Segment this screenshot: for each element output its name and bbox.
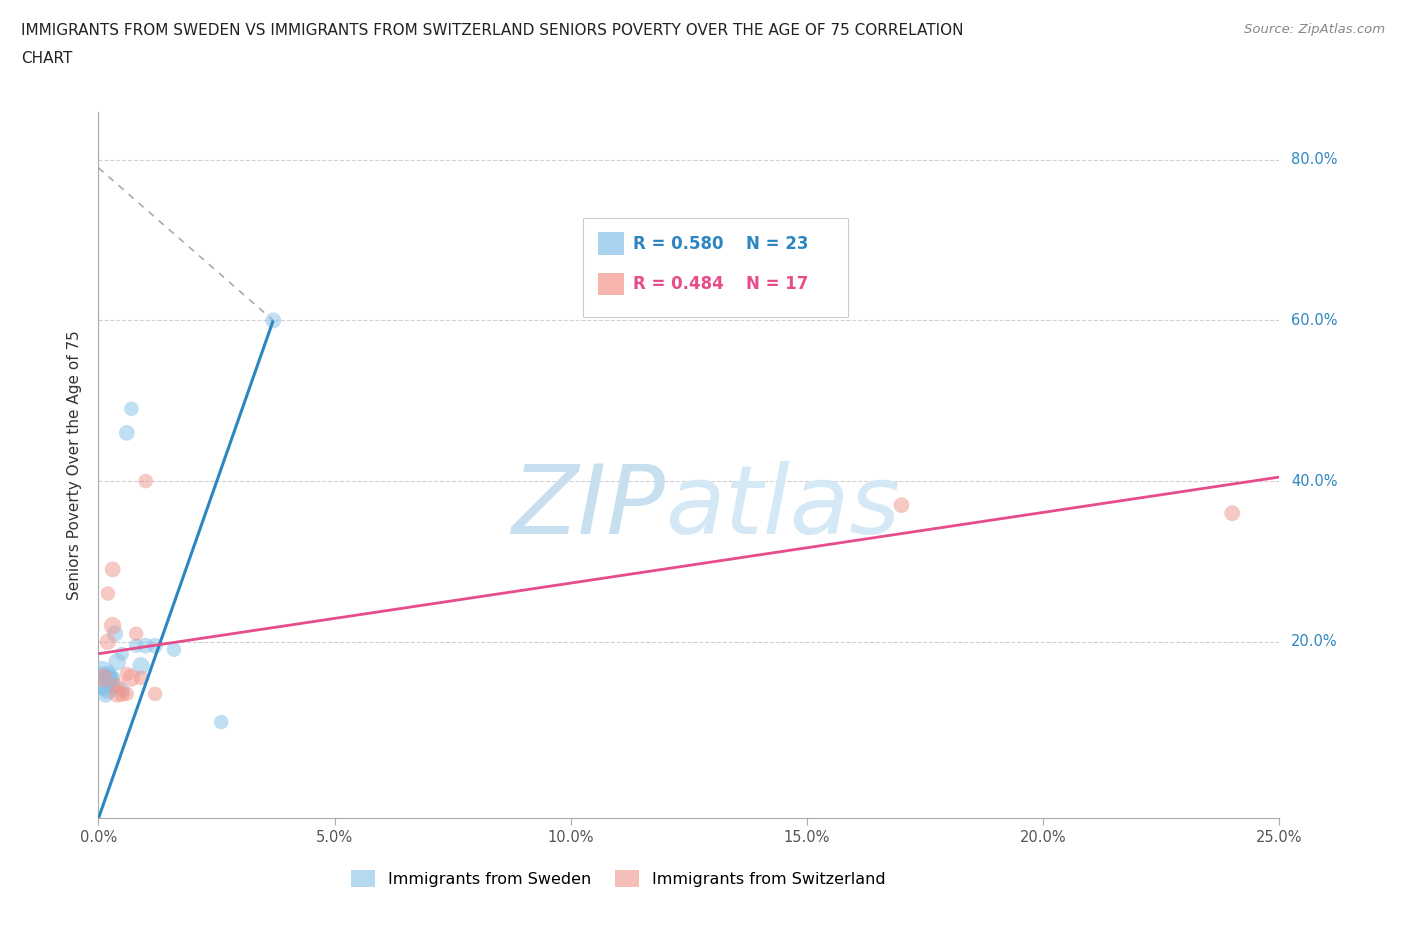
Text: R = 0.580: R = 0.580: [634, 234, 724, 253]
Point: [101, 679, 124, 694]
Point: [94, 686, 117, 701]
Y-axis label: Seniors Poverty Over the Age of 75: Seniors Poverty Over the Age of 75: [67, 330, 83, 600]
Point: [98, 671, 121, 685]
Text: IMMIGRANTS FROM SWEDEN VS IMMIGRANTS FROM SWITZERLAND SENIORS POVERTY OVER THE A: IMMIGRANTS FROM SWEDEN VS IMMIGRANTS FRO…: [21, 23, 963, 38]
Point: [91, 668, 114, 683]
Text: 20.0%: 20.0%: [1291, 634, 1339, 649]
Text: R = 0.484: R = 0.484: [634, 275, 724, 293]
Point: [115, 686, 138, 701]
Bar: [598, 272, 624, 296]
Text: CHART: CHART: [21, 51, 73, 66]
Point: [163, 643, 186, 658]
Point: [97, 667, 120, 682]
Point: [111, 683, 134, 698]
Point: [121, 402, 143, 417]
Point: [890, 498, 912, 512]
Text: ZIP: ZIP: [512, 461, 665, 554]
Text: N = 17: N = 17: [745, 275, 808, 293]
Legend: Immigrants from Sweden, Immigrants from Switzerland: Immigrants from Sweden, Immigrants from …: [346, 866, 890, 892]
Point: [143, 686, 166, 701]
Point: [97, 683, 120, 698]
Point: [125, 626, 148, 641]
Point: [105, 655, 128, 670]
Point: [105, 679, 128, 694]
Text: 40.0%: 40.0%: [1291, 473, 1337, 488]
Point: [135, 638, 157, 653]
Point: [143, 638, 166, 653]
Text: Source: ZipAtlas.com: Source: ZipAtlas.com: [1244, 23, 1385, 36]
Point: [115, 425, 138, 440]
Point: [101, 671, 124, 685]
Point: [101, 618, 124, 633]
Point: [262, 313, 284, 328]
Point: [121, 671, 143, 685]
Text: N = 23: N = 23: [745, 234, 808, 253]
Point: [129, 658, 152, 673]
Point: [91, 671, 114, 685]
Point: [101, 562, 124, 577]
Point: [115, 667, 138, 682]
Text: atlas: atlas: [665, 461, 900, 554]
Point: [209, 714, 232, 729]
FancyBboxPatch shape: [582, 218, 848, 316]
Text: 60.0%: 60.0%: [1291, 312, 1337, 328]
Text: 80.0%: 80.0%: [1291, 153, 1337, 167]
Point: [97, 671, 120, 685]
Point: [135, 473, 157, 488]
Point: [91, 679, 114, 694]
Point: [1220, 506, 1243, 521]
Point: [111, 686, 134, 701]
Point: [125, 638, 148, 653]
Point: [90, 671, 112, 685]
Bar: [598, 232, 624, 255]
Point: [111, 646, 134, 661]
Point: [97, 634, 120, 649]
Point: [97, 586, 120, 601]
Point: [104, 626, 127, 641]
Point: [129, 671, 152, 685]
Point: [105, 686, 128, 701]
